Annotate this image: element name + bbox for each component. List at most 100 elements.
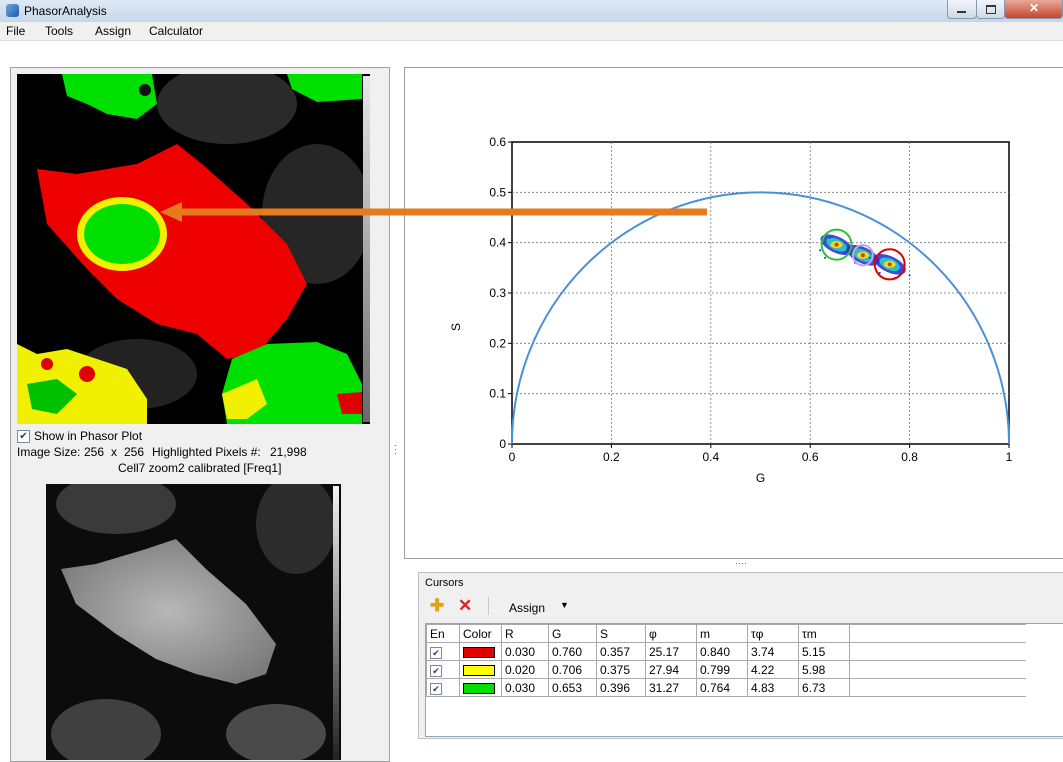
cell-tphi[interactable]: 4.83 [747,678,799,697]
scatter-point [819,249,822,252]
x-tick-label: 0.2 [603,450,620,464]
col-tm[interactable]: τm [798,624,850,643]
cell-filler [849,660,1026,679]
toolbar-separator [488,597,489,615]
y-axis-label: S [449,323,463,331]
cell-phi[interactable]: 27.94 [645,660,697,679]
cell-tm[interactable]: 5.15 [798,642,850,661]
col-m[interactable]: m [696,624,748,643]
cell-m[interactable]: 0.799 [696,660,748,679]
cell-phi[interactable]: 25.17 [645,642,697,661]
row-color-cell[interactable] [459,642,502,661]
highlighted-intensity-image[interactable] [17,74,370,424]
image-height: 256 [124,445,145,459]
grid-header-row: En Color R G S φ m τφ τm [426,624,1026,643]
close-icon: ✕ [1029,1,1040,15]
row-enabled-checkbox[interactable]: ✔ [430,682,442,695]
table-row[interactable]: ✔ 0.030 0.653 0.396 31.27 0.764 4.83 6.7… [426,678,1026,697]
maximize-button[interactable] [976,0,1005,19]
cell-s[interactable]: 0.396 [596,678,646,697]
cell-tm[interactable]: 5.98 [798,660,850,679]
x-tick-label: 0 [509,450,516,464]
col-tphi[interactable]: τφ [747,624,799,643]
cell-r[interactable]: 0.020 [501,660,549,679]
show-in-phasor-checkbox[interactable]: ✔ [17,430,30,443]
cell-r[interactable]: 0.030 [501,642,549,661]
cell-filler [849,642,1026,661]
row-color-cell[interactable] [459,660,502,679]
x-tick-label: 0.6 [802,450,819,464]
scatter-point [868,256,871,259]
menu-tools[interactable]: Tools [45,24,74,38]
col-s[interactable]: S [596,624,646,643]
cell-r[interactable]: 0.030 [501,678,549,697]
table-row[interactable]: ✔ 0.020 0.706 0.375 27.94 0.799 4.22 5.9… [426,660,1026,679]
phasor-plot[interactable]: 0 0.2 0.4 0.6 0.8 1 0 0.1 0.2 0.3 0.4 0.5 0.6 G S [404,67,1063,557]
row-color-cell[interactable] [459,678,502,697]
close-button[interactable]: ✕ [1004,0,1063,19]
col-filler [849,624,1026,643]
y-tick-label: 0.3 [489,286,506,300]
row-enabled-checkbox[interactable]: ✔ [430,646,442,659]
col-r[interactable]: R [501,624,549,643]
maximize-icon [986,5,996,14]
cell-tphi[interactable]: 3.74 [747,642,799,661]
menu-file[interactable]: File [6,24,26,38]
col-g[interactable]: G [548,624,597,643]
table-row[interactable]: ✔ 0.030 0.760 0.357 25.17 0.840 3.74 5.1… [426,642,1026,661]
cell-g[interactable]: 0.760 [548,642,597,661]
chevron-down-icon[interactable]: ▼ [560,600,569,610]
image-width: 256 [84,445,105,459]
cell-g[interactable]: 0.706 [548,660,597,679]
cursor-circle [873,248,906,281]
cell-tphi[interactable]: 4.22 [747,660,799,679]
assign-dropdown-button[interactable]: Assign [509,601,546,615]
row-enabled-cell[interactable]: ✔ [426,660,460,679]
vertical-splitter[interactable]: · · · [394,440,397,458]
col-color[interactable]: Color [459,624,502,643]
cell-phi[interactable]: 31.27 [645,678,697,697]
y-tick-label: 0.5 [489,185,506,199]
y-tick-label: 0.1 [489,387,506,401]
cursor-circle [851,244,874,267]
highlighted-pixels-value: 21,998 [270,445,307,459]
app-icon [6,4,19,17]
cell-tm[interactable]: 6.73 [798,678,850,697]
cell-s[interactable]: 0.375 [596,660,646,679]
grayscale-colorbar [333,486,339,760]
col-phi[interactable]: φ [645,624,697,643]
cell-g[interactable]: 0.653 [548,678,597,697]
cell-m[interactable]: 0.840 [696,642,748,661]
color-swatch[interactable] [463,682,495,694]
scatter-point [898,269,901,272]
y-tick-label: 0.6 [489,135,506,149]
image-name: Cell7 zoom2 calibrated [Freq1] [118,461,282,475]
cell-m[interactable]: 0.764 [696,678,748,697]
y-tick-label: 0.2 [489,336,506,350]
col-en[interactable]: En [426,624,460,643]
highlighted-image-graphic [17,74,370,424]
color-swatch[interactable] [463,646,495,658]
minimize-icon [957,11,966,13]
intensity-colorbar [363,76,370,422]
universal-semicircle [511,191,1010,445]
x-tick-label: 0.8 [901,450,918,464]
scatter-point [824,256,827,259]
color-swatch[interactable] [463,664,495,676]
menu-calculator[interactable]: Calculator [149,24,204,38]
row-enabled-cell[interactable]: ✔ [426,678,460,697]
minimize-button[interactable] [947,0,977,19]
cluster-peak [834,242,839,247]
cell-s[interactable]: 0.357 [596,642,646,661]
row-enabled-cell[interactable]: ✔ [426,642,460,661]
horizontal-splitter[interactable]: ···· [735,558,747,568]
menu-assign[interactable]: Assign [95,24,132,38]
plus-icon[interactable]: ✚ [430,596,445,615]
red-x-icon[interactable]: ✕ [458,596,473,615]
row-enabled-checkbox[interactable]: ✔ [430,664,442,677]
window-title: PhasorAnalysis [24,4,107,18]
grayscale-intensity-image[interactable] [46,484,341,760]
x-tick-label: 1 [1006,450,1013,464]
cell-filler [849,678,1026,697]
image-size-times: x [111,445,117,459]
